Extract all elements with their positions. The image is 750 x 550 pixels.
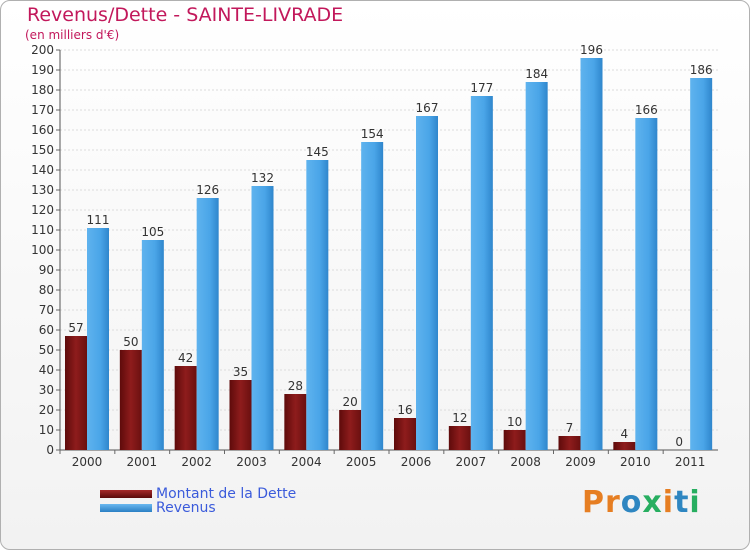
bar-debt	[174, 366, 197, 450]
proxiti-logo: Proxiti	[582, 485, 701, 520]
bar-revenue	[470, 96, 493, 450]
bar-debt	[339, 410, 362, 450]
bar-revenue	[525, 82, 548, 450]
y-tick-label: 0	[46, 443, 54, 457]
legend-swatch-debt	[100, 490, 152, 498]
data-label-debt: 57	[68, 321, 83, 335]
y-tick-label: 180	[31, 83, 54, 97]
bar-debt	[229, 380, 252, 450]
y-tick-label: 200	[31, 43, 54, 57]
data-label-debt: 4	[621, 427, 629, 441]
data-label-revenue: 126	[196, 183, 219, 197]
data-label-debt: 28	[288, 379, 303, 393]
bar-revenue	[141, 240, 164, 450]
logo-letter: x	[642, 485, 663, 520]
data-label-debt: 35	[233, 365, 248, 379]
data-label-debt: 50	[123, 335, 138, 349]
legend-swatch-revenue	[100, 504, 152, 512]
bar-debt	[503, 430, 526, 450]
x-tick-label: 2000	[72, 455, 103, 469]
data-label-revenue: 166	[635, 103, 658, 117]
data-label-revenue: 145	[306, 145, 329, 159]
data-label-revenue: 167	[416, 101, 439, 115]
x-tick-label: 2002	[181, 455, 212, 469]
data-label-debt: 16	[397, 403, 412, 417]
logo-letter: P	[582, 485, 605, 520]
y-tick-label: 150	[31, 143, 54, 157]
data-label-debt: 10	[507, 415, 522, 429]
y-tick-label: 10	[39, 423, 54, 437]
y-tick-label: 110	[31, 223, 54, 237]
data-label-revenue: 111	[87, 213, 110, 227]
x-tick-label: 2005	[346, 455, 377, 469]
logo-letter: o	[620, 485, 643, 520]
bar-revenue	[580, 58, 603, 450]
bar-debt	[558, 436, 581, 450]
bar-debt	[65, 336, 87, 450]
data-label-revenue: 177	[470, 81, 493, 95]
y-tick-label: 30	[39, 383, 54, 397]
data-label-revenue: 186	[690, 63, 713, 77]
data-label-revenue: 132	[251, 171, 274, 185]
y-tick-label: 170	[31, 103, 54, 117]
chart-title: Revenus/Dette - SAINTE-LIVRADE	[27, 4, 344, 26]
bar-revenue	[251, 186, 274, 450]
y-tick-label: 40	[39, 363, 54, 377]
x-tick-label: 2003	[236, 455, 267, 469]
data-label-revenue: 184	[525, 67, 548, 81]
data-label-revenue: 196	[580, 43, 603, 57]
data-label-debt: 42	[178, 351, 193, 365]
y-tick-label: 70	[39, 303, 54, 317]
y-tick-label: 100	[31, 243, 54, 257]
bar-revenue	[416, 116, 438, 450]
bar-debt	[394, 418, 416, 450]
y-tick-label: 190	[31, 63, 54, 77]
y-tick-label: 50	[39, 343, 54, 357]
logo-letter: r	[605, 485, 621, 520]
logo-letter: i	[689, 485, 701, 520]
bar-revenue	[196, 198, 219, 450]
bar-revenue	[87, 228, 109, 450]
x-tick-label: 2008	[510, 455, 541, 469]
data-label-debt: 7	[566, 421, 574, 435]
x-tick-label: 2007	[456, 455, 487, 469]
bar-debt	[448, 426, 471, 450]
x-tick-label: 2009	[565, 455, 596, 469]
x-tick-label: 2010	[620, 455, 651, 469]
logo-letter: i	[662, 485, 675, 520]
legend-label-revenue: Revenus	[156, 500, 216, 516]
y-tick-label: 140	[31, 163, 54, 177]
y-tick-label: 20	[39, 403, 54, 417]
bar-debt	[613, 442, 636, 450]
bar-revenue	[361, 142, 384, 450]
data-label-debt: 20	[343, 395, 358, 409]
y-tick-label: 60	[39, 323, 54, 337]
y-tick-label: 130	[31, 183, 54, 197]
data-label-debt: 12	[452, 411, 467, 425]
bar-debt	[284, 394, 307, 450]
chart-subtitle: (en milliers d'€)	[25, 28, 120, 42]
data-label-revenue: 154	[361, 127, 384, 141]
bar-revenue	[306, 160, 329, 450]
x-tick-label: 2004	[291, 455, 322, 469]
x-tick-label: 2001	[127, 455, 158, 469]
x-tick-label: 2011	[675, 455, 706, 469]
y-tick-label: 120	[31, 203, 54, 217]
bar-debt	[119, 350, 142, 450]
legend-item-debt: Montant de la Dette	[100, 486, 296, 502]
data-label-debt: 0	[675, 435, 683, 449]
y-tick-label: 160	[31, 123, 54, 137]
x-tick-label: 2006	[401, 455, 432, 469]
logo-letter: t	[674, 485, 690, 520]
y-tick-label: 90	[39, 263, 54, 277]
legend-label-debt: Montant de la Dette	[156, 486, 297, 502]
bar-revenue	[635, 118, 658, 450]
bar-revenue	[690, 78, 713, 450]
data-label-revenue: 105	[141, 225, 164, 239]
y-tick-label: 80	[39, 283, 54, 297]
legend-item-revenue: Revenus	[100, 500, 216, 516]
